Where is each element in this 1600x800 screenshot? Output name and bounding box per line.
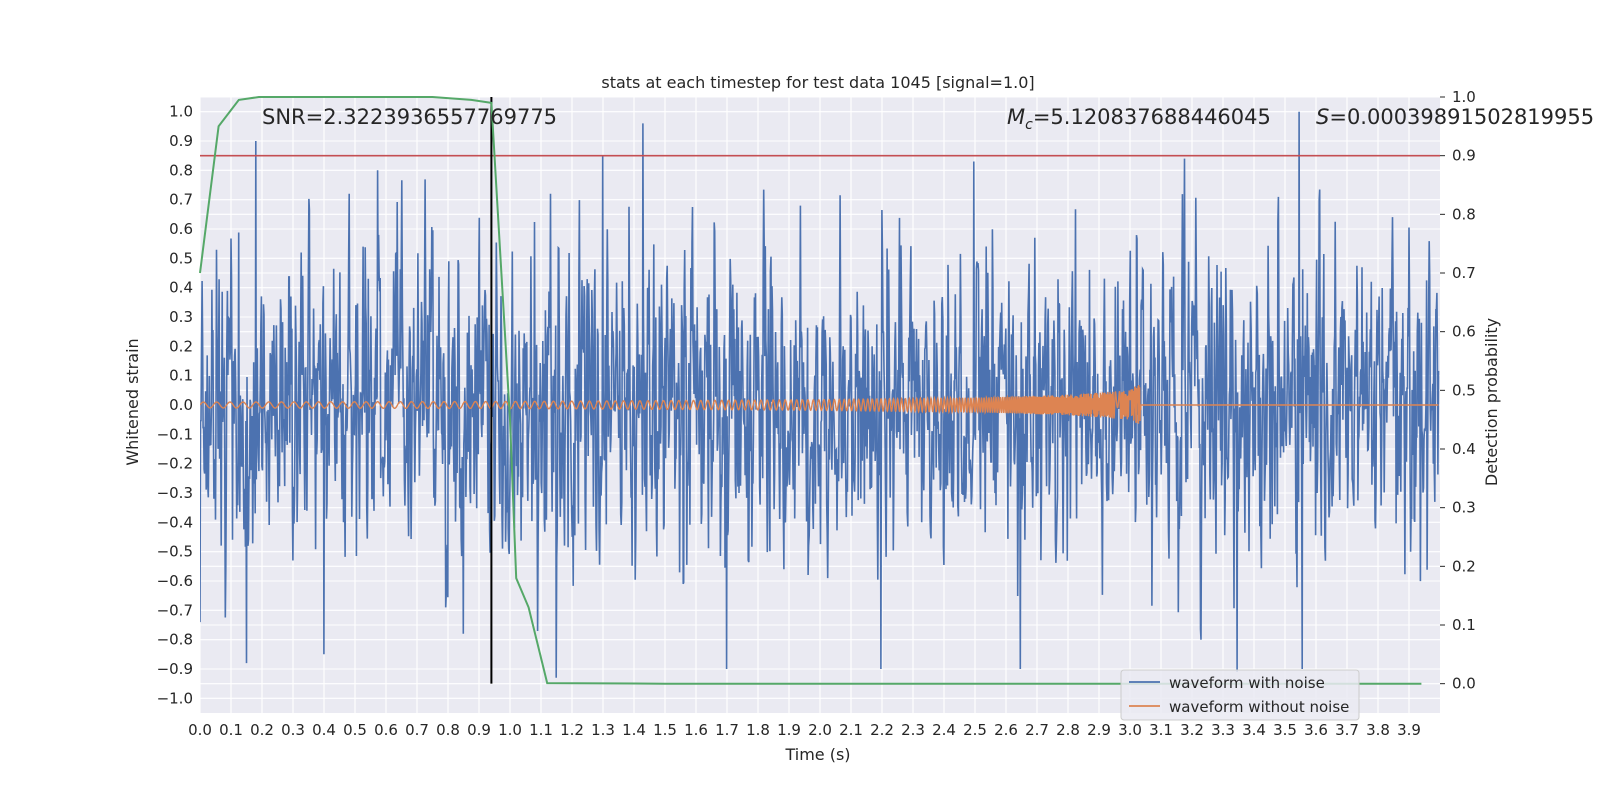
right-y-axis-label: Detection probability (1482, 318, 1501, 486)
x-tick-label: 1.0 (498, 721, 522, 739)
x-tick-label: 0.0 (188, 721, 212, 739)
right-tick-label: 0.4 (1452, 440, 1476, 458)
s-symbol: S (1316, 105, 1329, 129)
s-value: =0.00039891502819955 (1329, 105, 1594, 129)
right-tick-label: 0.3 (1452, 499, 1476, 517)
x-axis-label: Time (s) (784, 745, 850, 764)
series-waveform-with-noise (200, 111, 1440, 678)
right-y-axis-ticks: 0.0 0.1 0.2 0.3 0.4 0.5 0.6 0.7 0.8 0.9 1.0 (1440, 88, 1476, 693)
x-tick-label: 1.4 (622, 721, 646, 739)
x-tick-label: 3.4 (1242, 721, 1266, 739)
x-tick-label: 2.1 (839, 721, 863, 739)
y-tick-label: 0.8 (169, 161, 193, 179)
right-tick-label: 0.5 (1452, 381, 1476, 399)
x-tick-label: 1.2 (560, 721, 584, 739)
x-tick-label: 3.9 (1397, 721, 1421, 739)
legend-box (1120, 669, 1360, 721)
x-tick-label: 2.4 (932, 721, 956, 739)
x-tick-label: 0.6 (374, 721, 398, 739)
y-axis-ticks: −1.0 −0.9 −0.8 −0.7 −0.6 −0.5 −0.4 −0.3 −0.2 −0.1… (157, 103, 193, 708)
y-tick-label: −0.5 (157, 543, 193, 561)
y-tick-label: −1.0 (157, 689, 193, 707)
y-tick-label: −0.7 (157, 601, 193, 619)
y-tick-label: 0.4 (169, 279, 193, 297)
y-tick-label: 0.5 (169, 249, 193, 267)
y-tick-label: 1.0 (169, 103, 193, 121)
noise-waveform-line (200, 111, 1440, 678)
x-tick-label: 1.5 (653, 721, 677, 739)
x-tick-label: 1.6 (684, 721, 708, 739)
x-tick-label: 2.2 (870, 721, 894, 739)
x-tick-label: 2.6 (994, 721, 1018, 739)
y-tick-label: 0.7 (169, 191, 193, 209)
chirp-mass-annotation: Mc=5.120837688446045 (1007, 105, 1271, 133)
legend-label-noise: waveform with noise (1169, 674, 1325, 692)
x-tick-label: 0.7 (405, 721, 429, 739)
chirp-mass-symbol: M (1007, 105, 1025, 129)
y-tick-label: 0.2 (169, 337, 193, 355)
reference-lines (200, 97, 1440, 684)
probability-line (199, 96, 1422, 685)
y-tick-label: −0.4 (157, 513, 193, 531)
right-tick-label: 0.7 (1452, 264, 1476, 282)
x-tick-label: 3.3 (1211, 721, 1235, 739)
legend: waveform with noise waveform without noi… (1120, 669, 1360, 721)
x-tick-label: 0.9 (467, 721, 491, 739)
y-tick-label: 0.1 (169, 367, 193, 385)
x-tick-label: 0.8 (436, 721, 460, 739)
y-tick-label: −0.9 (157, 660, 193, 678)
x-tick-label: 0.5 (343, 721, 367, 739)
y-tick-label: −0.2 (157, 455, 193, 473)
x-tick-label: 3.5 (1273, 721, 1297, 739)
right-tick-label: 0.6 (1452, 323, 1476, 341)
x-tick-label: 3.2 (1180, 721, 1204, 739)
x-tick-label: 2.8 (1056, 721, 1080, 739)
right-tick-label: 0.8 (1452, 205, 1476, 223)
x-tick-label: 3.0 (1118, 721, 1142, 739)
y-tick-label: −0.3 (157, 484, 193, 502)
right-tick-label: 0.0 (1452, 675, 1476, 693)
x-tick-label: 3.1 (1149, 721, 1173, 739)
x-tick-label: 0.2 (250, 721, 274, 739)
series-waveform-without-noise (200, 385, 1439, 424)
y-tick-label: −0.8 (157, 631, 193, 649)
y-tick-label: 0.0 (169, 396, 193, 414)
legend-label-clean: waveform without noise (1169, 698, 1349, 716)
x-tick-label: 0.3 (281, 721, 305, 739)
x-tick-label: 1.3 (591, 721, 615, 739)
y-tick-label: −0.6 (157, 572, 193, 590)
x-tick-label: 2.5 (963, 721, 987, 739)
x-tick-label: 2.9 (1087, 721, 1111, 739)
y-tick-label: 0.3 (169, 308, 193, 326)
x-tick-label: 3.6 (1304, 721, 1328, 739)
x-tick-label: 1.1 (529, 721, 553, 739)
clean-waveform-line (200, 385, 1439, 424)
right-tick-label: 0.1 (1452, 616, 1476, 634)
x-axis-ticks: 0.0 0.1 0.2 0.3 0.4 0.5 0.6 0.7 0.8 0.9 1.0 1.1 1.2 1… (188, 721, 1421, 739)
chirp-mass-subscript: c (1025, 117, 1033, 133)
chirp-mass-value: =5.120837688446045 (1033, 105, 1271, 129)
x-tick-label: 2.0 (808, 721, 832, 739)
series-detection-probability (199, 96, 1422, 685)
y-axis-label: Whitened strain (123, 338, 142, 465)
x-tick-label: 1.8 (746, 721, 770, 739)
x-tick-label: 0.4 (312, 721, 336, 739)
x-tick-label: 3.8 (1366, 721, 1390, 739)
right-tick-label: 1.0 (1452, 88, 1476, 106)
x-tick-label: 1.9 (777, 721, 801, 739)
x-tick-label: 1.7 (715, 721, 739, 739)
x-tick-label: 3.7 (1335, 721, 1359, 739)
x-tick-label: 0.1 (219, 721, 243, 739)
right-tick-label: 0.2 (1452, 557, 1476, 575)
x-tick-label: 2.7 (1025, 721, 1049, 739)
chart-title: stats at each timestep for test data 104… (601, 73, 1034, 92)
snr-annotation: SNR=2.3223936557769775 (262, 105, 557, 129)
right-tick-label: 0.9 (1452, 147, 1476, 165)
y-tick-label: 0.6 (169, 220, 193, 238)
s-annotation: S=0.00039891502819955 (1316, 105, 1594, 129)
x-tick-label: 2.3 (901, 721, 925, 739)
y-tick-label: −0.1 (157, 425, 193, 443)
y-tick-label: 0.9 (169, 132, 193, 150)
